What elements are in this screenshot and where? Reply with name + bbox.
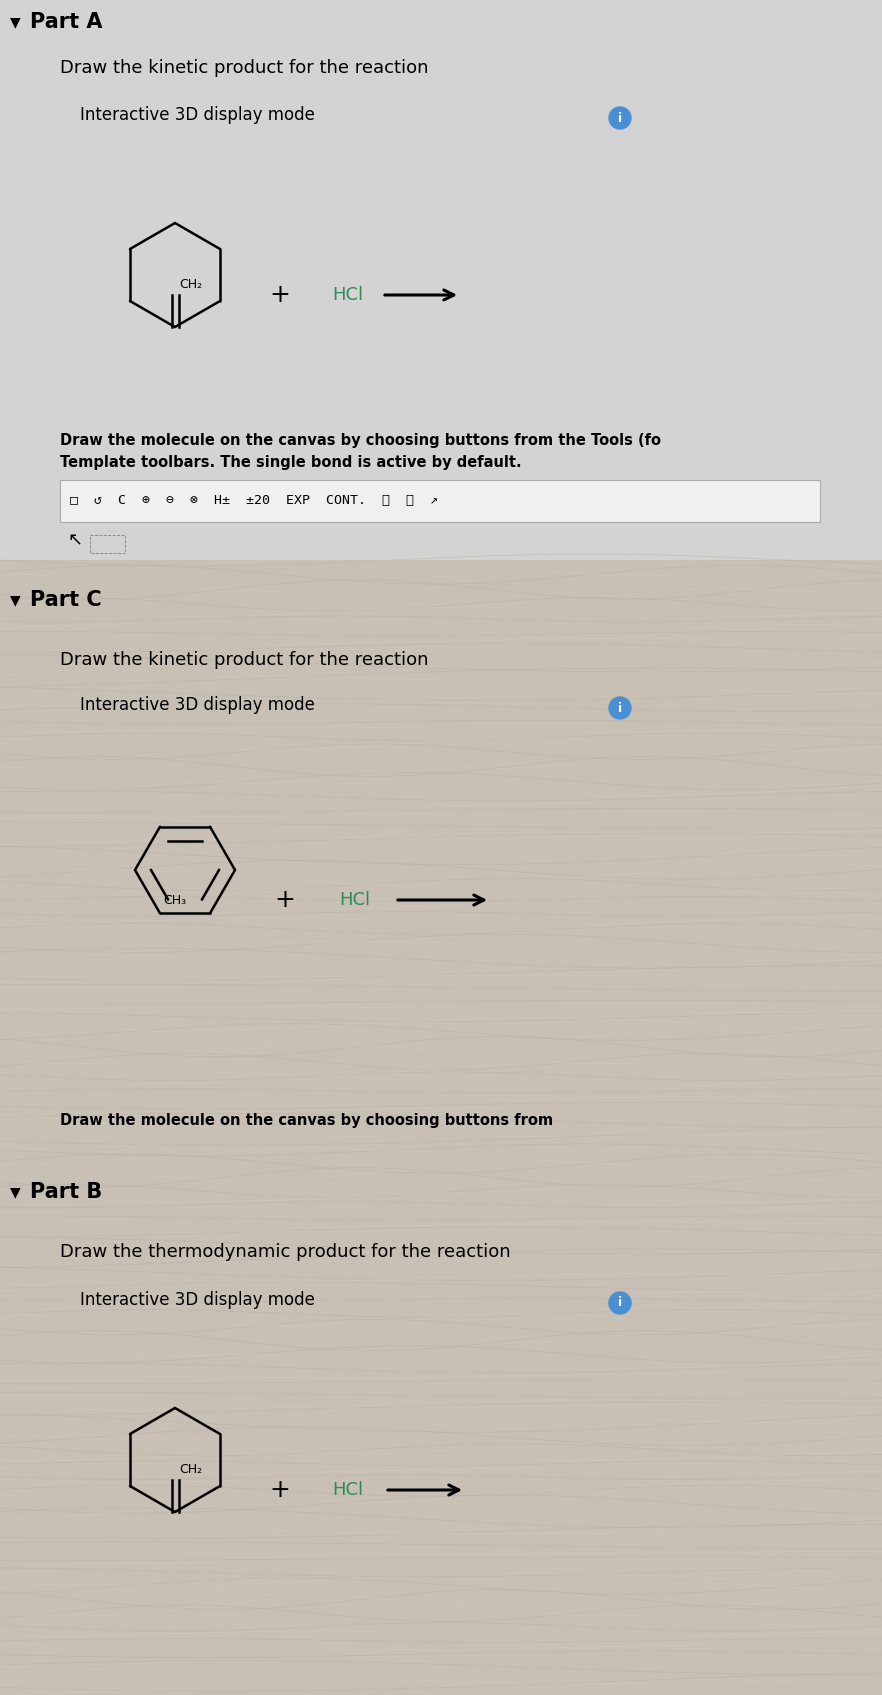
Text: HCl: HCl — [333, 286, 363, 303]
Text: Draw the molecule on the canvas by choosing buttons from the Tools (fo: Draw the molecule on the canvas by choos… — [60, 432, 661, 447]
Text: Interactive 3D display mode: Interactive 3D display mode — [80, 1292, 315, 1309]
Text: CH₂: CH₂ — [179, 1463, 202, 1476]
Text: CH₂: CH₂ — [179, 278, 202, 292]
Text: +: + — [270, 1478, 290, 1502]
Text: HCl: HCl — [340, 892, 370, 909]
Text: ↖: ↖ — [67, 531, 83, 549]
Text: Draw the kinetic product for the reaction: Draw the kinetic product for the reactio… — [60, 59, 429, 76]
Text: ▼: ▼ — [10, 593, 20, 607]
Text: Part A: Part A — [30, 12, 102, 32]
Text: HCl: HCl — [333, 1481, 363, 1498]
Text: ▼: ▼ — [10, 15, 20, 29]
Text: i: i — [618, 1297, 622, 1310]
Text: Part C: Part C — [30, 590, 101, 610]
Circle shape — [609, 1292, 631, 1314]
Bar — [90, 536, 125, 553]
Text: □  ↺  C  ⊕  ⊖  ⊗  H±  ±20  EXP  CONT.  ⓘ  ❓  ↗: □ ↺ C ⊕ ⊖ ⊗ H± ±20 EXP CONT. ⓘ ❓ ↗ — [70, 495, 438, 507]
Text: +: + — [274, 888, 295, 912]
Text: Draw the molecule on the canvas by choosing buttons from: Draw the molecule on the canvas by choos… — [60, 1112, 553, 1127]
Text: Draw the thermodynamic product for the reaction: Draw the thermodynamic product for the r… — [60, 1242, 511, 1261]
Bar — [0, 559, 882, 1149]
Text: Template toolbars. The single bond is active by default.: Template toolbars. The single bond is ac… — [60, 454, 521, 470]
Text: Draw the kinetic product for the reaction: Draw the kinetic product for the reactio… — [60, 651, 429, 670]
Circle shape — [609, 697, 631, 719]
Text: ▼: ▼ — [10, 1185, 20, 1198]
Text: Interactive 3D display mode: Interactive 3D display mode — [80, 697, 315, 714]
Bar — [0, 1149, 882, 1695]
Text: Part B: Part B — [30, 1181, 102, 1202]
Text: i: i — [618, 112, 622, 124]
Text: i: i — [618, 702, 622, 715]
Circle shape — [609, 107, 631, 129]
Text: Interactive 3D display mode: Interactive 3D display mode — [80, 107, 315, 124]
Text: +: + — [270, 283, 290, 307]
Bar — [60, 480, 820, 522]
Bar — [0, 0, 882, 559]
Text: CH₃: CH₃ — [163, 895, 186, 907]
